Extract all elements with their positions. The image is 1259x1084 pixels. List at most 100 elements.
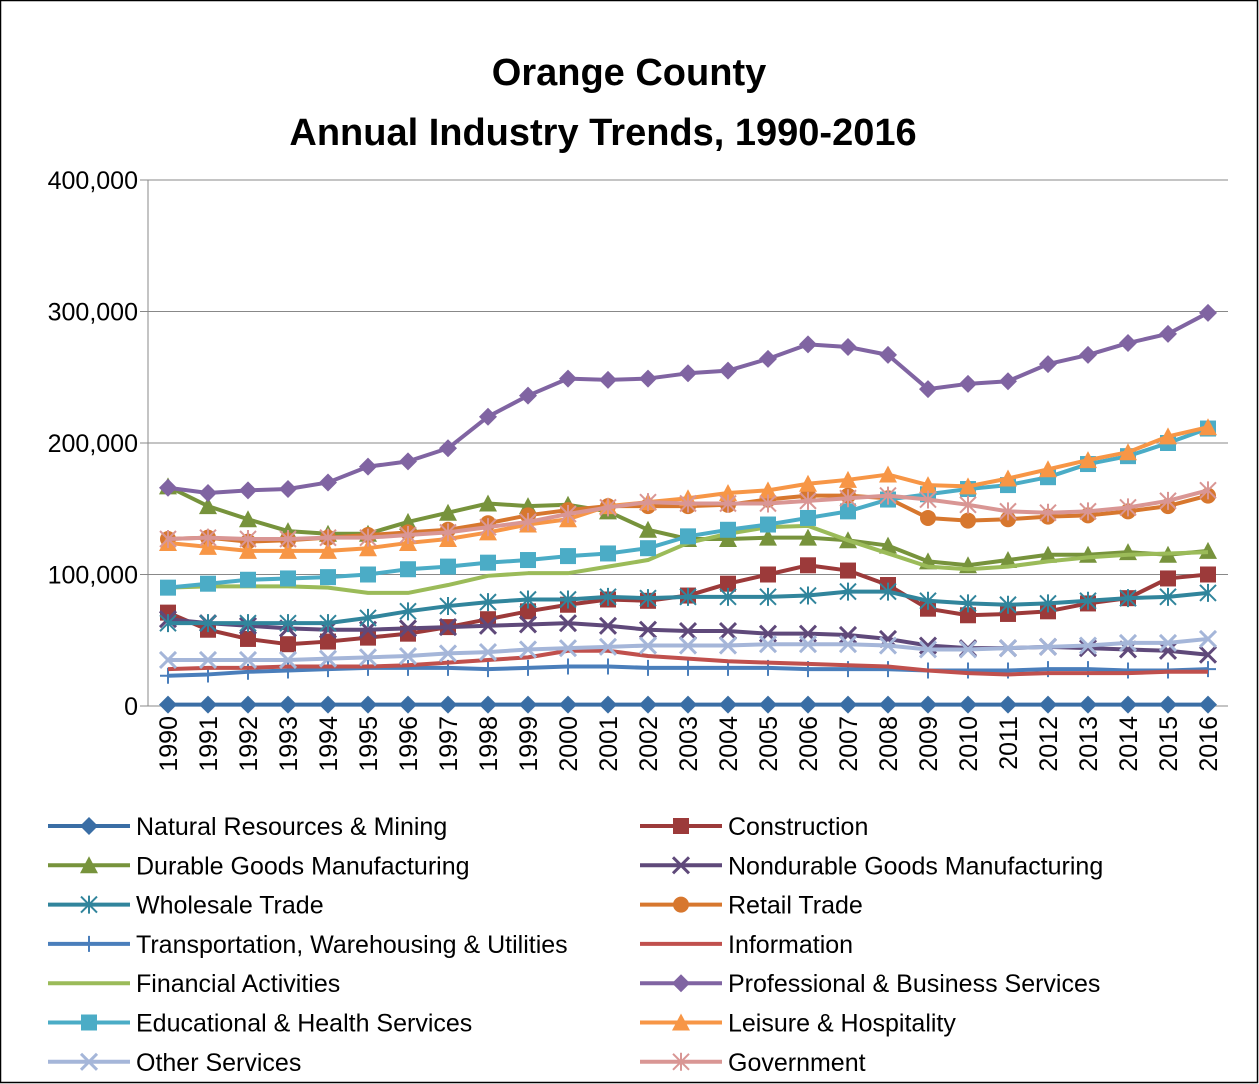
marker	[478, 643, 498, 662]
marker	[279, 480, 297, 499]
marker	[839, 338, 857, 357]
marker	[599, 587, 617, 606]
marker	[999, 502, 1017, 521]
chart-title: Annual Industry Trends, 1990-2016	[289, 112, 916, 154]
marker	[320, 661, 336, 678]
marker	[673, 896, 689, 913]
legend-item: Financial Activities	[48, 970, 340, 998]
marker	[640, 659, 656, 676]
x-tick-label: 2004	[715, 716, 743, 772]
marker	[1158, 641, 1178, 660]
marker	[678, 636, 698, 655]
marker	[759, 494, 777, 513]
legend-item: Information	[640, 931, 853, 959]
marker	[599, 370, 617, 389]
marker	[959, 477, 977, 495]
marker	[719, 483, 737, 501]
marker	[639, 520, 657, 538]
x-tick-label: 2006	[795, 716, 823, 772]
x-tick-label: 1993	[275, 716, 303, 772]
marker	[1119, 443, 1137, 461]
marker	[1198, 645, 1218, 664]
marker	[519, 512, 537, 531]
marker	[839, 695, 857, 714]
x-tick-label: 1998	[475, 716, 503, 772]
marker	[319, 541, 337, 559]
marker	[598, 616, 618, 635]
marker	[720, 521, 736, 538]
legend-item: Leisure & Hospitality	[640, 1010, 956, 1038]
marker	[719, 587, 737, 606]
marker	[319, 473, 337, 492]
marker	[960, 512, 976, 529]
x-tick-label: 1999	[515, 716, 543, 772]
marker	[840, 562, 856, 579]
marker	[399, 695, 417, 714]
x-tick-label: 2005	[755, 716, 783, 772]
marker	[160, 579, 176, 596]
marker	[1079, 591, 1097, 610]
marker	[1079, 451, 1097, 469]
marker	[919, 476, 937, 494]
marker	[560, 548, 576, 565]
marker	[1199, 303, 1217, 322]
marker	[240, 630, 256, 647]
marker	[672, 974, 690, 993]
x-tick-label: 2013	[1075, 716, 1103, 772]
marker	[1199, 418, 1217, 436]
marker	[839, 489, 857, 508]
marker	[320, 569, 336, 586]
marker	[959, 695, 977, 714]
marker	[799, 695, 817, 714]
marker	[199, 614, 217, 633]
marker	[278, 650, 298, 670]
marker	[799, 491, 817, 510]
marker	[159, 614, 177, 633]
marker	[1159, 587, 1177, 606]
marker	[559, 590, 577, 609]
x-tick-label: 2001	[595, 716, 623, 772]
marker	[920, 509, 936, 526]
marker	[479, 695, 497, 714]
marker	[799, 528, 817, 546]
marker	[798, 635, 818, 654]
marker	[800, 557, 816, 574]
marker	[1198, 629, 1218, 648]
marker	[919, 380, 937, 399]
marker	[879, 345, 897, 364]
legend-label: Retail Trade	[728, 892, 863, 920]
legend-label: Nondurable Goods Manufacturing	[728, 852, 1103, 880]
marker	[760, 566, 776, 583]
legend-item: Construction	[640, 813, 868, 841]
marker	[1039, 594, 1057, 613]
legend-label: Information	[728, 931, 853, 959]
marker	[879, 465, 897, 483]
marker	[160, 667, 176, 684]
marker	[1039, 460, 1057, 478]
marker	[359, 528, 377, 547]
marker	[719, 361, 737, 380]
marker	[679, 587, 697, 606]
legend-label: Construction	[728, 813, 868, 841]
marker	[198, 650, 218, 670]
marker	[1199, 695, 1217, 714]
x-tick-label: 2007	[835, 716, 863, 772]
marker	[399, 526, 417, 545]
marker	[279, 614, 297, 633]
marker	[558, 639, 578, 658]
marker	[319, 528, 337, 547]
marker	[1120, 662, 1136, 679]
marker	[398, 619, 418, 638]
legend-label: Transportation, Warehousing & Utilities	[136, 931, 568, 959]
marker	[998, 639, 1018, 658]
marker	[1199, 583, 1217, 602]
marker	[558, 614, 578, 633]
marker	[439, 597, 457, 616]
marker	[79, 1052, 99, 1071]
marker	[879, 486, 897, 505]
marker	[479, 494, 497, 512]
x-tick-label: 1992	[235, 716, 263, 772]
legend-label: Durable Goods Manufacturing	[136, 852, 470, 880]
marker	[439, 695, 457, 714]
